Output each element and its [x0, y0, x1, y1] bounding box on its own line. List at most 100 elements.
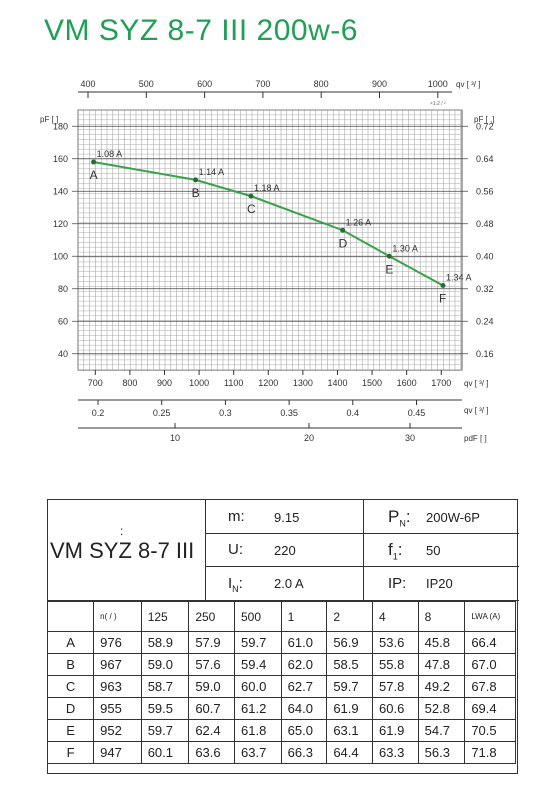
curve-point — [440, 283, 446, 288]
bottom-tick-label: 700 — [88, 378, 103, 388]
octave-cell: 49.2 — [417, 675, 466, 698]
octave-cell: 59.7 — [140, 719, 190, 742]
top-axis-label: qv [ ³/ ] — [456, 80, 480, 89]
axis2-tick-label: 0.35 — [280, 408, 298, 418]
octave-cell: 61.0 — [280, 631, 328, 654]
octave-cell: 59.5 — [140, 697, 190, 720]
octave-cell: 61.9 — [326, 697, 373, 720]
octave-cell: 63.7 — [234, 741, 282, 764]
point-letter-label: A — [90, 168, 98, 182]
model-cell: : VM SYZ 8-7 III — [48, 500, 206, 601]
mass-value: 9.15 — [274, 510, 300, 525]
point-current-label: 1.14 A — [199, 167, 225, 177]
axis3-tick-label: 20 — [304, 433, 314, 443]
point-letter-label: F — [439, 292, 446, 306]
octave-cell: 57.9 — [188, 631, 235, 654]
top-tick-label: 600 — [197, 79, 212, 89]
axis2-tick-label: 0.4 — [347, 408, 360, 418]
performance-curve — [93, 161, 444, 287]
left-tick-label: 180 — [53, 121, 68, 131]
row-label: D — [46, 697, 95, 720]
right-tick-label: 0.24 — [476, 316, 494, 326]
octave-cell: 62.7 — [280, 675, 328, 698]
point-current-label: 1.34 A — [446, 273, 472, 283]
right-tick-label: 0.16 — [476, 349, 494, 359]
octave-table: n( / ) 125 250 500 1 2 4 8 LWA (A) A 976 5… — [46, 601, 516, 764]
octave-cell: 947 — [93, 741, 142, 764]
right-tick-label: 0.40 — [476, 251, 494, 261]
axis2-tick-label: 0.3 — [219, 408, 232, 418]
header-speed: n( / ) — [93, 601, 142, 632]
octave-cell: 66.3 — [280, 741, 328, 764]
current-label: IN: — [228, 575, 243, 594]
mass-label: m: — [228, 508, 245, 525]
right-tick-label: 0.64 — [476, 154, 494, 164]
octave-row: C 963 58.7 59.0 60.0 62.7 59.7 57.8 49.2 67.8 — [46, 675, 516, 698]
header-lwa: LWA (A) — [464, 601, 516, 632]
octave-cell: 59.0 — [140, 653, 190, 676]
model-name: VM SYZ 8-7 III — [50, 538, 195, 563]
bottom-tick-label: 1500 — [362, 378, 382, 388]
header-125: 125 — [140, 601, 190, 632]
point-letter-label: B — [192, 186, 200, 200]
axis2-tick-label: 0.25 — [153, 408, 171, 418]
bottom-tick-label: 1400 — [327, 378, 347, 388]
model-colon: : — [120, 524, 124, 538]
left-axis-label: pF [ ] — [40, 115, 58, 124]
octave-cell: 67.0 — [464, 653, 516, 676]
axis3-tick-label: 30 — [405, 433, 415, 443]
octave-cell: 66.4 — [464, 631, 516, 654]
octave-cell: 53.6 — [372, 631, 419, 654]
octave-cell: 63.3 — [372, 741, 419, 764]
voltage-value: 220 — [274, 543, 296, 558]
left-tick-label: 60 — [58, 316, 68, 326]
octave-cell: 59.7 — [234, 631, 282, 654]
spec-row-mass-power: m: 9.15 PN: 200W-6P — [206, 500, 519, 534]
octave-row: D 955 59.5 60.7 61.2 64.0 61.9 60.6 52.8 69.4 — [46, 697, 516, 720]
header-2k: 2 — [326, 601, 373, 632]
left-tick-label: 100 — [53, 251, 68, 261]
octave-cell: 69.4 — [464, 697, 516, 720]
octave-cell: 952 — [93, 719, 142, 742]
top-axis-sub: ×1.2 / ² — [430, 101, 446, 107]
octave-cell: 58.9 — [140, 631, 190, 654]
left-tick-label: 140 — [53, 186, 68, 196]
row-label: C — [46, 675, 95, 698]
bottom-tick-label: 1300 — [293, 378, 313, 388]
octave-cell: 67.8 — [464, 675, 516, 698]
bottom-tick-label: 1700 — [431, 378, 451, 388]
ip-value: IP20 — [426, 576, 453, 591]
right-tick-label: 0.32 — [476, 284, 494, 294]
bottom-tick-label: 1200 — [258, 378, 278, 388]
octave-cell: 70.5 — [464, 719, 516, 742]
current-value: 2.0 A — [274, 576, 304, 591]
octave-cell: 57.8 — [372, 675, 419, 698]
curve-point — [340, 227, 346, 233]
octave-cell: 963 — [93, 675, 142, 698]
curve-point — [248, 193, 254, 199]
header-1k: 1 — [280, 601, 328, 632]
octave-cell: 58.5 — [326, 653, 373, 676]
performance-chart: 180 160 140 120 100 80 60 40 0.72 0.64 0.56 0.48 0.4… — [40, 79, 494, 443]
octave-cell: 61.8 — [234, 719, 282, 742]
octave-row: F 947 60.1 63.6 63.7 66.3 64.4 63.3 56.3 71.8 — [46, 741, 516, 764]
bottom-tick-label: 800 — [122, 378, 137, 388]
bottom-tick-label: 1000 — [189, 378, 209, 388]
octave-cell: 62.0 — [280, 653, 328, 676]
point-current-label: 1.18 A — [254, 183, 280, 193]
right-tick-label: 0.48 — [476, 219, 494, 229]
octave-row: B 967 59.0 57.6 59.4 62.0 58.5 55.8 47.8 67.0 — [46, 653, 516, 676]
bottom-tick-label: 1600 — [397, 378, 417, 388]
power-label: PN: — [388, 507, 411, 529]
right-tick-label: 0.56 — [476, 186, 494, 196]
bottom-axis-label: qv [ ³/ ] — [464, 379, 488, 388]
page-title: VM SYZ 8-7 III 200w-6 — [44, 14, 358, 47]
octave-cell: 61.2 — [234, 697, 282, 720]
octave-cell: 57.6 — [188, 653, 235, 676]
octave-cell: 955 — [93, 697, 142, 720]
spec-row-voltage-freq: U: 220 f1: 50 — [206, 533, 519, 567]
power-value: 200W-6P — [426, 510, 480, 525]
frequency-label: f1: — [388, 540, 403, 562]
bottom-tick-label: 900 — [157, 378, 172, 388]
octave-cell: 62.4 — [188, 719, 235, 742]
